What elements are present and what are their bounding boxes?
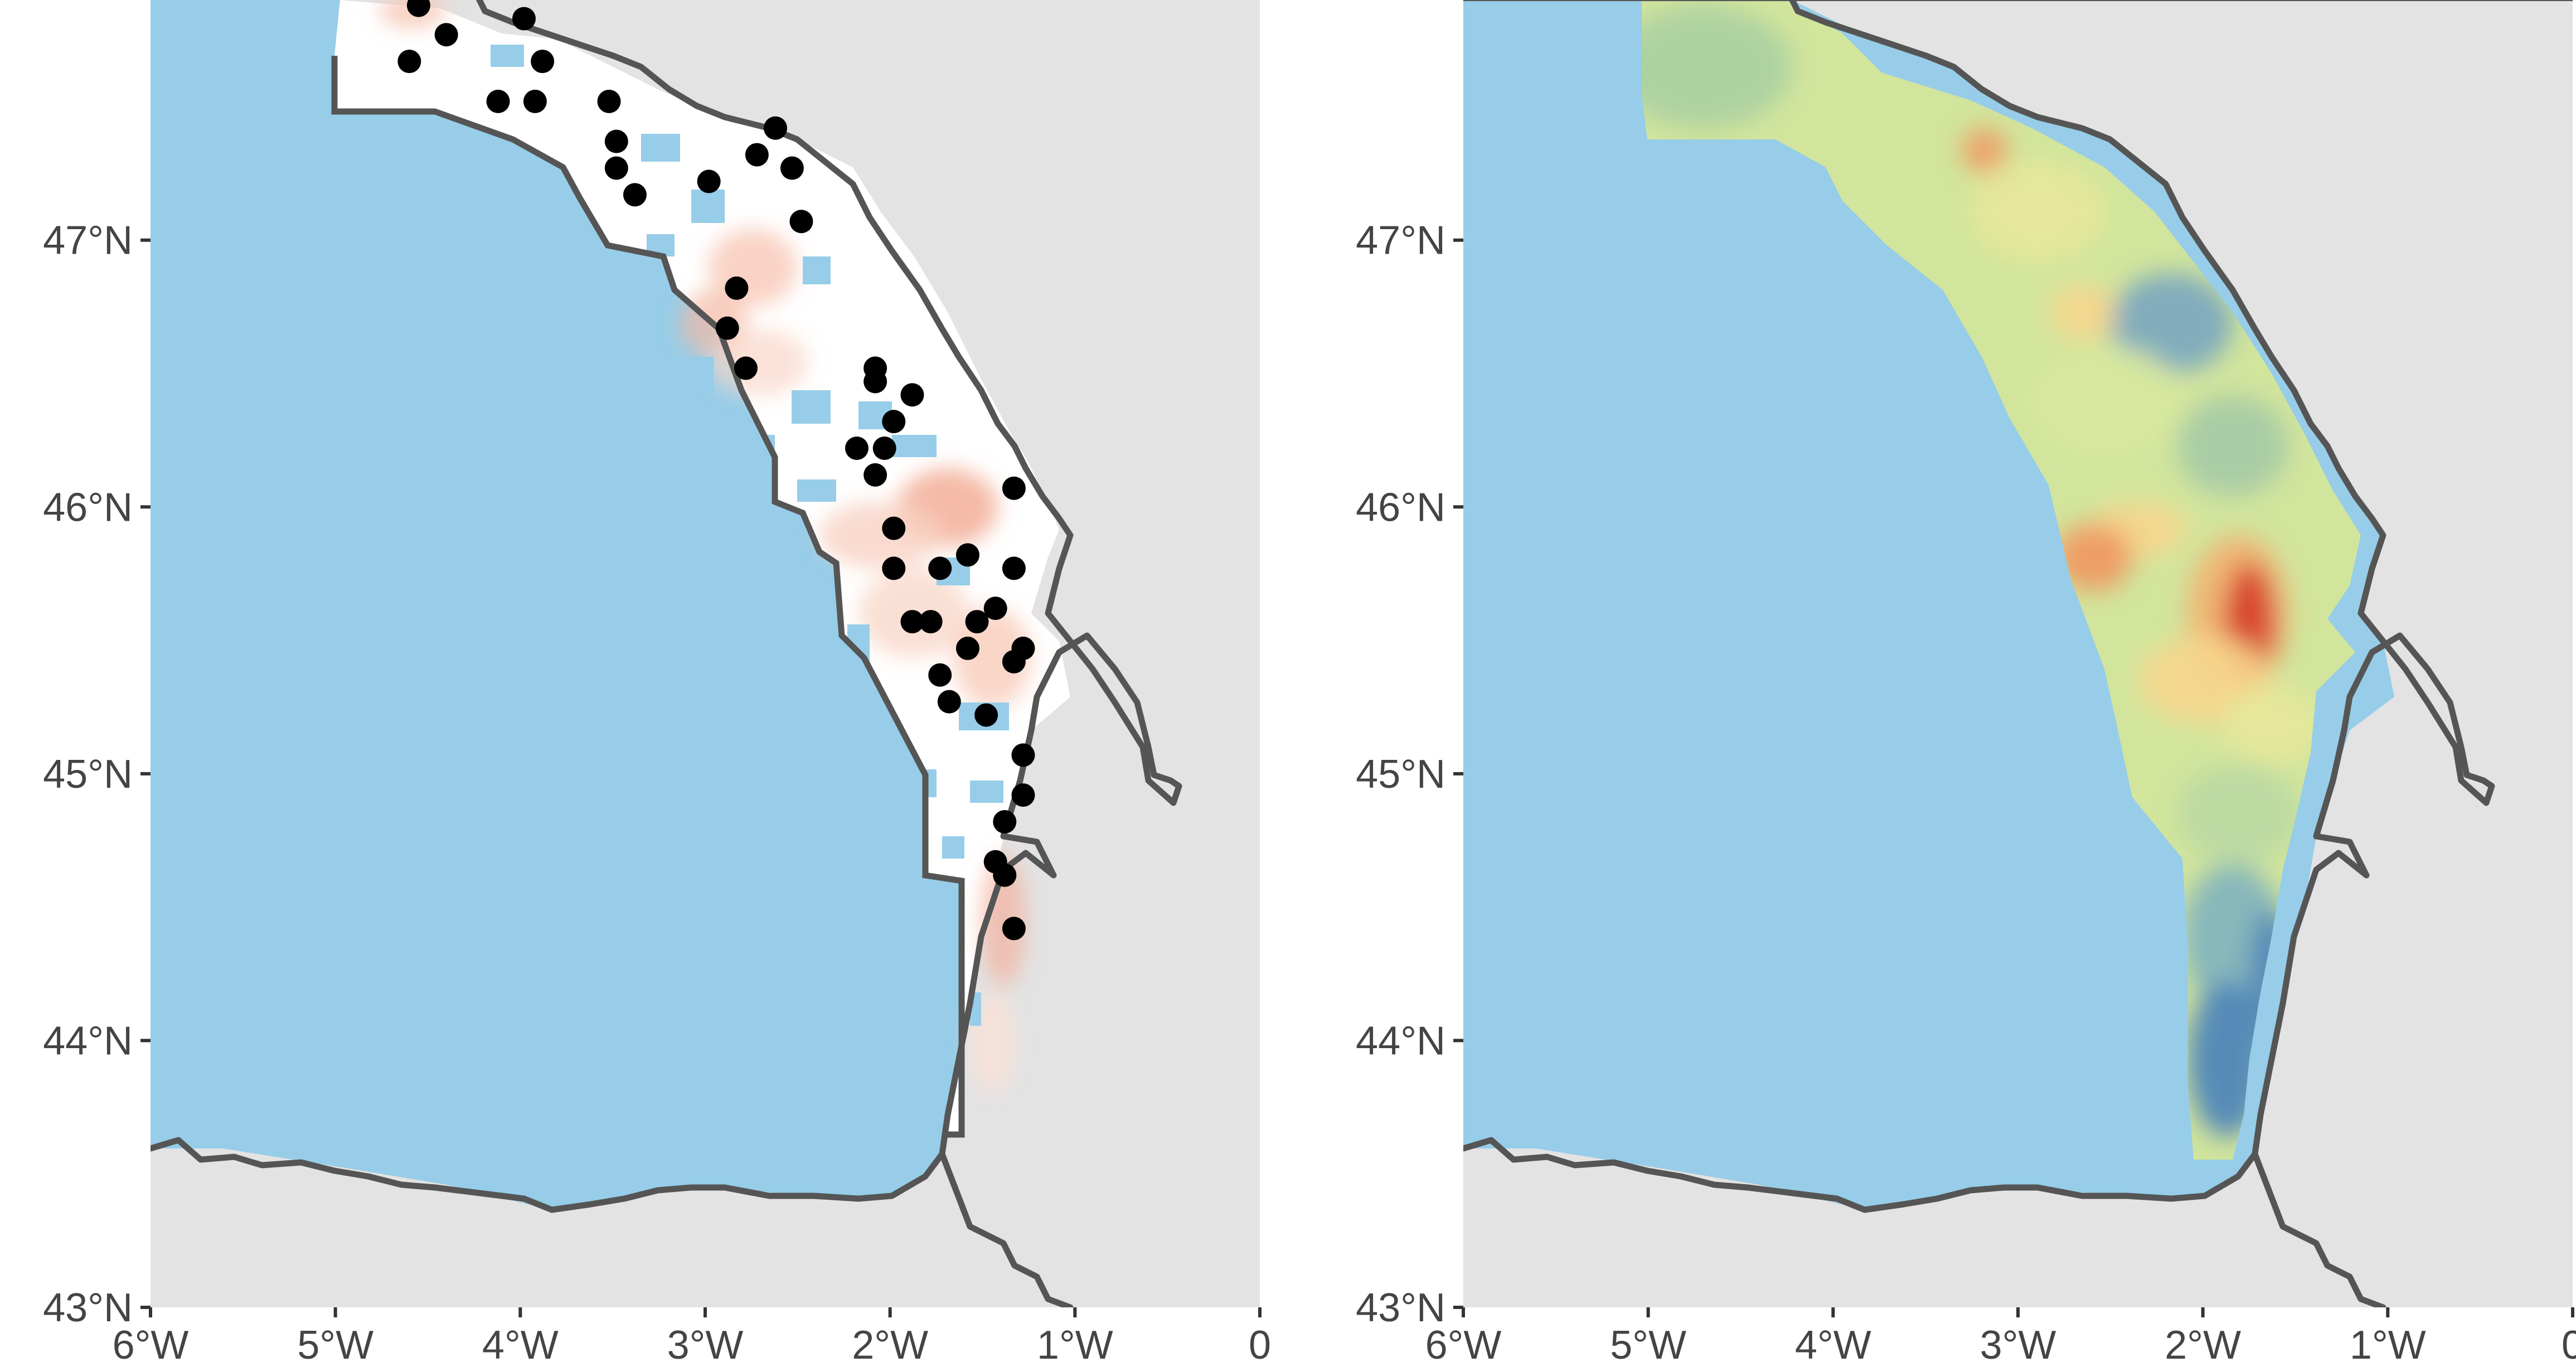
- station-point: [1002, 556, 1026, 580]
- y-tick-label: 45°N: [1356, 752, 1445, 797]
- station-point: [523, 89, 547, 113]
- station-point: [882, 556, 906, 580]
- y-tick-label: 44°N: [1356, 1019, 1445, 1063]
- grid-cells-base: [334, 0, 1070, 1135]
- x-tick-label: 0: [1249, 1323, 1271, 1362]
- station-point: [697, 169, 721, 193]
- grid-gaps: [491, 45, 1009, 1026]
- y-tick-label: 46°N: [1356, 485, 1445, 530]
- station-point: [764, 116, 788, 140]
- x-tick-label: 1°W: [1037, 1323, 1113, 1362]
- station-point: [486, 89, 510, 113]
- station-point: [789, 210, 813, 234]
- x-tick-label: 1°W: [2350, 1323, 2426, 1362]
- station-point: [900, 383, 924, 407]
- station-point: [872, 437, 896, 460]
- x-tick-label: 3°W: [1980, 1323, 2056, 1362]
- x-tick-label: 2°W: [2165, 1323, 2241, 1362]
- station-point: [993, 863, 1017, 887]
- x-tick-label: 3°W: [667, 1323, 744, 1362]
- sampling-stations: [397, 0, 1035, 941]
- station-point: [965, 610, 989, 634]
- station-point: [863, 463, 887, 487]
- y-tick-label: 47°N: [1356, 219, 1445, 263]
- x-tick-label: 5°W: [1610, 1323, 1686, 1362]
- x-tick-label: 0: [2562, 1323, 2576, 1362]
- station-point: [937, 690, 961, 714]
- station-point: [1011, 743, 1035, 767]
- station-point: [983, 597, 1007, 621]
- station-point: [1002, 917, 1026, 941]
- station-point: [955, 636, 979, 660]
- station-point: [1002, 650, 1026, 673]
- station-point: [928, 556, 952, 580]
- station-point: [715, 316, 739, 340]
- x-tick-label: 4°W: [482, 1323, 559, 1362]
- station-point: [974, 703, 998, 727]
- x-tick-label: 5°W: [297, 1323, 373, 1362]
- station-point: [845, 437, 869, 460]
- left-map-panel: 43°N 44°N 45°N 46°N 47°N 6°W 5°W 4°W 3°W 2°W 1°W 0: [43, 0, 1271, 1362]
- coastline: [151, 0, 1182, 1213]
- station-point: [604, 156, 628, 180]
- station-point: [993, 810, 1017, 833]
- station-point: [882, 410, 906, 434]
- station-point: [955, 543, 979, 567]
- y-tick-label: 43°N: [43, 1286, 133, 1330]
- station-point: [1011, 783, 1035, 807]
- station-point: [725, 276, 749, 300]
- station-point: [597, 89, 621, 113]
- survey-boundary: [331, 56, 965, 1138]
- station-point: [604, 129, 628, 153]
- x-tick-label: 6°W: [1425, 1323, 1502, 1362]
- y-tick-label: 44°N: [43, 1019, 133, 1063]
- station-point: [406, 0, 430, 17]
- y-tick-label: 46°N: [43, 485, 133, 530]
- right-map-panel: 43°N 44°N 45°N 46°N 47°N 6°W 5°W 4°W 3°W 2°W 1°W 0: [1356, 0, 2576, 1362]
- station-point: [1002, 476, 1026, 500]
- station-point: [780, 156, 804, 180]
- coastline-south: [2252, 1151, 2386, 1307]
- station-point: [734, 356, 758, 380]
- y-tick-label: 43°N: [1356, 1286, 1445, 1330]
- left-map-axes: 43°N 44°N 45°N 46°N 47°N 6°W 5°W 4°W 3°W 2°W 1°W 0: [43, 219, 1271, 1362]
- station-point: [900, 610, 924, 634]
- station-point: [882, 516, 906, 540]
- station-point: [863, 370, 887, 394]
- y-tick-label: 45°N: [43, 752, 133, 797]
- station-point: [623, 183, 647, 207]
- right-map-axes: 43°N 44°N 45°N 46°N 47°N 6°W 5°W 4°W 3°W 2°W 1°W 0: [1356, 219, 2576, 1362]
- station-point: [434, 23, 458, 47]
- coastline-south: [939, 1151, 1074, 1307]
- x-tick-label: 2°W: [852, 1323, 928, 1362]
- station-point: [531, 50, 555, 74]
- station-point: [397, 50, 421, 74]
- x-tick-label: 4°W: [1795, 1323, 1871, 1362]
- station-point: [745, 143, 769, 167]
- coastline: [1463, 0, 2495, 1213]
- station-point: [512, 7, 536, 31]
- station-point: [928, 663, 952, 687]
- station-point: [919, 610, 943, 634]
- y-tick-label: 47°N: [43, 219, 133, 263]
- x-tick-label: 6°W: [113, 1323, 189, 1362]
